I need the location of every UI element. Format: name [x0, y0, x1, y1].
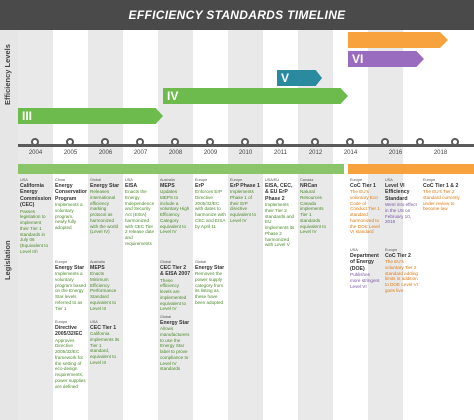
- timeline-tick: [416, 138, 424, 146]
- event-card: Europe Directive 2005/32/EC Approves Direc…: [55, 320, 86, 389]
- year-label: 2005: [63, 150, 78, 156]
- level-III-arrow: III: [18, 108, 163, 124]
- year-column-shade: [368, 30, 403, 420]
- event-card: Global Energy Star Releases international …: [90, 178, 120, 235]
- timeline-tick: [346, 138, 354, 146]
- future-level-arrow: [348, 32, 448, 48]
- event-card: Europe Energy Star Implements a voluntary …: [55, 260, 86, 311]
- level-IV-arrow: IV: [163, 88, 348, 104]
- timeline-tick: [451, 138, 459, 146]
- page-title: EFFICIENCY STANDARDS TIMELINE: [128, 8, 346, 22]
- year-label: 2009: [203, 150, 218, 156]
- timeline-tick: [136, 138, 144, 146]
- timeline-tick: [31, 138, 39, 146]
- event-card: Europe ErP Phase 1 Implements Phase 1 of t…: [230, 178, 260, 223]
- event-card: USA Level VI Efficiency Standard Went into…: [385, 178, 417, 225]
- event-card: Europe CoC Tier 2 The EU's voluntary Tier …: [385, 248, 418, 293]
- year-label: 2008: [168, 150, 183, 156]
- legislation-band: [18, 164, 344, 174]
- timeline-tick: [241, 138, 249, 146]
- event-card: China Energy Conservation Program Implemen…: [55, 178, 87, 231]
- year-label: 2011: [274, 150, 287, 156]
- year-label: 2007: [133, 150, 148, 156]
- event-card: USA California Energy Commission (CEC) Pas…: [20, 178, 52, 253]
- side-strip: [0, 30, 18, 420]
- timeline-tick: [171, 138, 179, 146]
- year-label: 2006: [98, 150, 113, 156]
- timeline-tick: [311, 138, 319, 146]
- event-card: Canada NRCan Natural Resources Canada impl…: [300, 178, 327, 235]
- event-card: Europe ErP Enforces ErP Directive 2005/32/…: [195, 178, 226, 229]
- year-label: 2014: [343, 150, 358, 156]
- timeline-tick: [66, 138, 74, 146]
- event-card: USA Department of Energy (DOE) Publishes m…: [350, 248, 380, 289]
- timeline-tick: [276, 138, 284, 146]
- timeline-tick: [206, 138, 214, 146]
- legislation-band-future: [348, 164, 474, 174]
- event-card: USA CEC Tier 1 California implements its T…: [90, 320, 120, 365]
- year-label: 2004: [28, 150, 43, 156]
- year-label: 2012: [308, 150, 323, 156]
- year-column-shade: [18, 30, 53, 420]
- event-card: USA/EU EISA, CEC, & EU ErP Phase 2 Impleme…: [265, 178, 295, 248]
- legislation-label: Legislation: [3, 240, 12, 280]
- level-VI-arrow: VI: [348, 51, 424, 67]
- event-card: Australia MEPS Updates MEPS to include a v…: [160, 178, 190, 235]
- title-bar: EFFICIENCY STANDARDS TIMELINE: [0, 0, 474, 30]
- year-label: 2010: [238, 150, 253, 156]
- event-card: Global Energy Star Removes the power suppl…: [195, 260, 225, 305]
- event-card: USA EISA Enacts the Energy Independence an…: [125, 178, 155, 246]
- year-column-shade: [88, 30, 123, 420]
- event-card: Global CEC Tier 2 & EISA 2007 These effici…: [160, 260, 191, 310]
- event-card: Europe CoC Tier 1 The EU's voluntary Eco C…: [350, 178, 380, 235]
- timeline-tick: [101, 138, 109, 146]
- timeline-tick: [381, 138, 389, 146]
- year-label: 2018: [433, 150, 448, 156]
- event-card: Australia MEPS Enacts Minimum Efficiency P…: [90, 260, 117, 311]
- efficiency-levels-label: Efficiency Levels: [3, 44, 12, 105]
- event-card: Global Energy Star Allows manufacturers to…: [160, 315, 190, 372]
- event-card: Europe CoC Tier 1 & 2 The EU's Tier 2 stan…: [423, 178, 460, 212]
- level-V-arrow: V: [277, 70, 322, 86]
- year-label: 2016: [388, 150, 403, 156]
